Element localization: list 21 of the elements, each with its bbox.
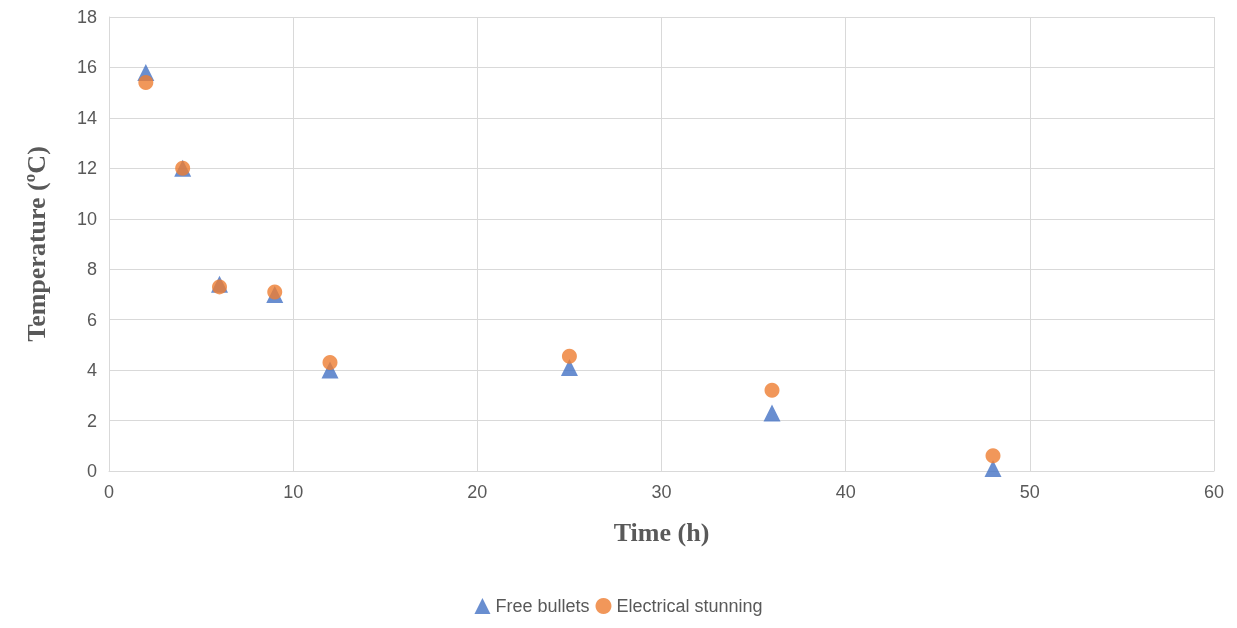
y-tick-label: 14 — [76, 107, 97, 128]
x-tick-label: 0 — [103, 482, 115, 502]
y-tick-label: 10 — [76, 208, 97, 229]
y-tick-label: 6 — [86, 309, 97, 330]
x-tick-label: 30 — [651, 482, 672, 502]
x-tick-label: 60 — [1203, 482, 1225, 502]
x-axis-title: Time (h) — [613, 517, 710, 547]
y-tick-label: 12 — [76, 158, 97, 179]
x-tick-label: 50 — [1019, 482, 1040, 502]
y-axis-title: Temperature (ºC) — [21, 146, 51, 342]
y-tick-label: 0 — [86, 461, 97, 481]
x-tick-label: 40 — [835, 482, 856, 502]
x-tick-label: 10 — [283, 482, 304, 502]
y-tick-label: 16 — [76, 57, 97, 78]
legend-label: Free bullets — [495, 596, 590, 616]
y-tick-label: 18 — [76, 7, 97, 27]
y-tick-label: 8 — [86, 259, 97, 280]
y-tick-label: 4 — [86, 360, 97, 381]
x-tick-label: 20 — [467, 482, 488, 502]
legend-label: Electrical stunning — [616, 596, 763, 616]
y-tick-label: 2 — [86, 410, 97, 431]
